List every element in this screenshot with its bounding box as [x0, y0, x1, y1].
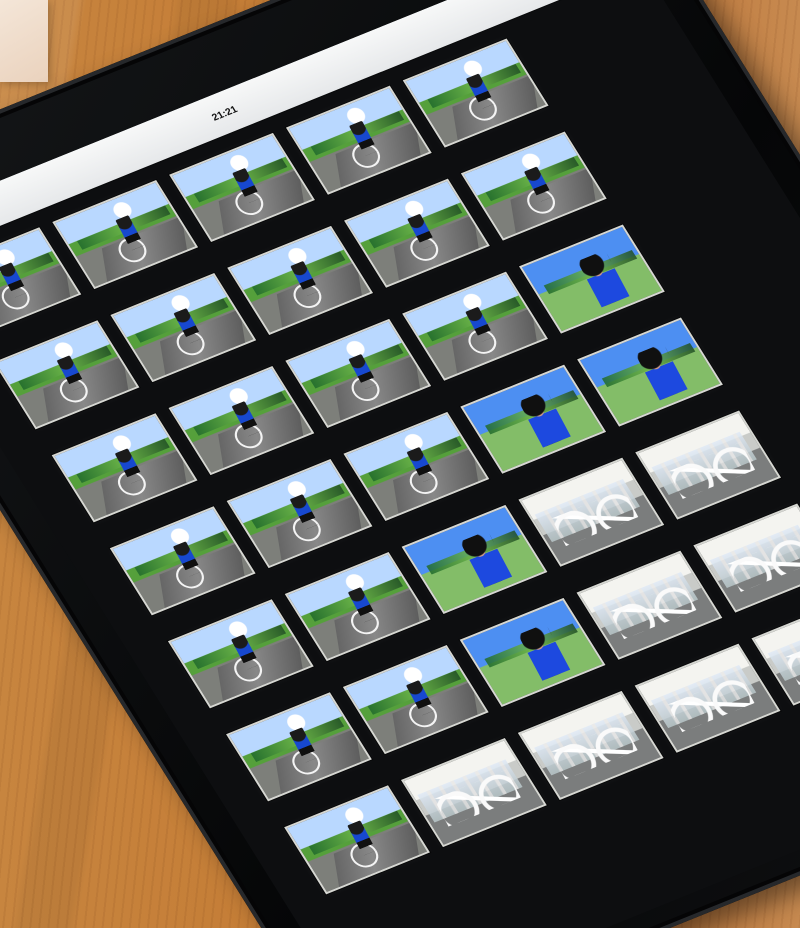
photo-thumbnail[interactable] [0, 320, 140, 430]
photo-thumbnail[interactable] [635, 410, 782, 520]
photo-thumbnail[interactable] [402, 38, 549, 148]
photo-thumbnail[interactable] [227, 225, 374, 335]
photo-thumbnail[interactable] [168, 366, 315, 476]
photo-thumbnail[interactable] [110, 273, 257, 383]
photo-thumbnail[interactable] [400, 738, 547, 848]
photo-thumbnail[interactable] [169, 132, 315, 242]
photo-thumbnail[interactable] [634, 643, 781, 753]
photo-thumbnail[interactable] [109, 506, 256, 616]
photo-thumbnail[interactable] [284, 785, 430, 895]
photo-thumbnail[interactable] [342, 645, 489, 755]
photo-thumbnail[interactable] [460, 364, 607, 474]
photo-thumbnail[interactable] [285, 85, 432, 195]
photo-thumbnail[interactable] [518, 224, 665, 334]
photo-thumbnail[interactable] [284, 552, 431, 662]
photo-thumbnail[interactable] [517, 690, 664, 800]
photo-thumbnail[interactable] [51, 413, 198, 523]
photo-thumbnail[interactable] [402, 271, 548, 381]
photo-thumbnail[interactable] [226, 692, 372, 802]
status-time: 21:21 [210, 104, 240, 124]
photo-thumbnail[interactable] [344, 178, 490, 288]
photo-thumbnail[interactable] [52, 180, 199, 290]
photo-thumbnail[interactable] [459, 597, 606, 707]
photo-thumbnail[interactable] [226, 459, 373, 569]
photo-thumbnail[interactable] [167, 599, 314, 709]
photo-thumbnail[interactable] [518, 457, 665, 567]
photo-thumbnail[interactable] [576, 550, 723, 660]
photo-thumbnail[interactable] [577, 317, 723, 427]
photo-grid [0, 0, 800, 895]
photo-thumbnail[interactable] [401, 504, 548, 614]
photo-thumbnail[interactable] [343, 411, 490, 521]
photo-thumbnail[interactable] [285, 318, 432, 428]
photo-thumbnail[interactable] [460, 131, 607, 241]
paper-corner [0, 0, 48, 82]
